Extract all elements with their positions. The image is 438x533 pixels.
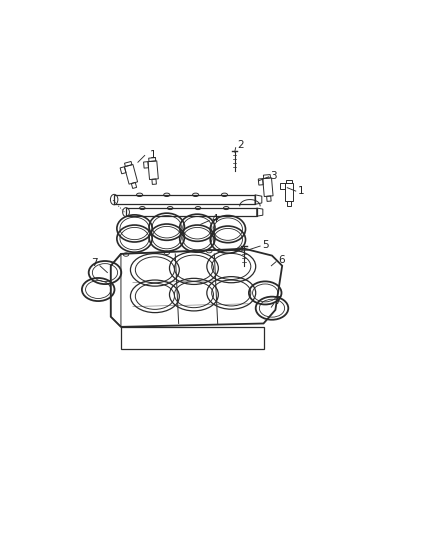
Text: 5: 5 [262,240,268,250]
Text: 4: 4 [211,214,218,224]
Text: 1: 1 [150,150,156,160]
Text: 7: 7 [274,296,280,306]
Text: 2: 2 [237,140,244,150]
Text: 6: 6 [278,255,285,265]
Text: 3: 3 [270,171,277,181]
Text: 1: 1 [297,186,304,196]
Text: 7: 7 [92,258,98,268]
